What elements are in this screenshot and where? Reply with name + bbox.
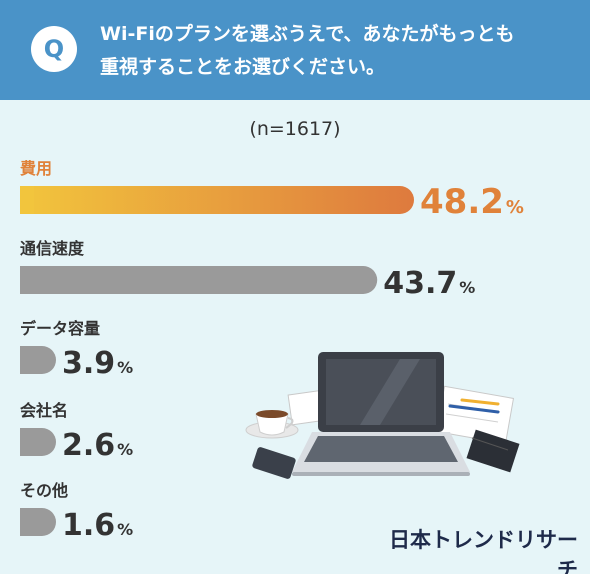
bar-cap-3	[20, 428, 34, 456]
value-label-2: 3.9%	[62, 346, 133, 381]
category-label-1: 通信速度	[20, 239, 85, 258]
laptop-illustration	[245, 352, 520, 479]
question-badge: Q	[31, 26, 77, 72]
value-label-4: 1.6%	[62, 508, 133, 543]
question-line-1: Wi-Fiのプランを選ぶうえで、あなたがもっとも	[100, 23, 515, 45]
bar-1	[20, 266, 378, 294]
question-header: Q Wi-Fiのプランを選ぶうえで、あなたがもっとも 重視することをお選びくださ…	[0, 0, 590, 100]
category-label-4: その他	[20, 481, 68, 500]
value-label-1: 43.7%	[383, 266, 475, 301]
bar-cap-2	[20, 346, 34, 374]
category-label-3: 会社名	[20, 401, 68, 420]
sample-size: (n=1617)	[249, 118, 341, 140]
bar-0	[20, 186, 414, 214]
category-label-0: 費用	[20, 159, 52, 178]
value-label-3: 2.6%	[62, 428, 133, 463]
value-label-0: 48.2%	[420, 182, 524, 222]
bar-cap-4	[20, 508, 34, 536]
question-text: Wi-Fiのプランを選ぶうえで、あなたがもっとも 重視することをお選びください。	[100, 18, 570, 84]
bar-cap-0	[20, 186, 34, 214]
brand-logo-text: 日本トレンドリサーチ	[389, 528, 578, 574]
bar-cap-1	[20, 266, 34, 294]
question-line-2: 重視することをお選びください。	[100, 56, 386, 78]
category-label-2: データ容量	[20, 319, 100, 338]
